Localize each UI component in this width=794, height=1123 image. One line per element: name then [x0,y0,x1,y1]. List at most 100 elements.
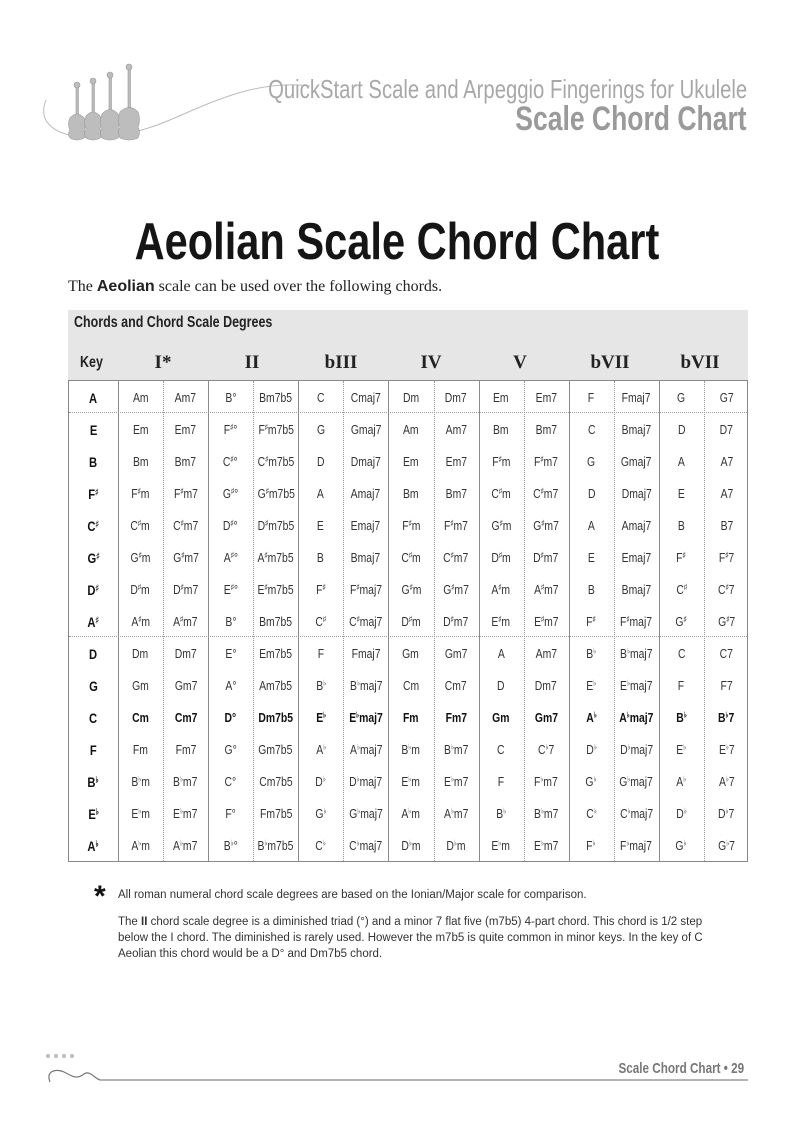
chord-cell: F [659,670,704,702]
chord-cell: A♭ [569,702,614,734]
chord-cell: D [659,414,704,446]
chord-cell: A [659,446,704,478]
chord-label: E♯° [223,582,238,597]
chord-cell: Bm [118,446,163,478]
chord-cell: E♭ [659,734,704,766]
chord-cell: F [479,766,524,798]
chord-label: F♯ [316,582,326,597]
chord-cell: A♯m7 [163,606,208,638]
chord-label: C♭7 [538,742,555,757]
chord-label: F7 [720,678,733,693]
chord-label: A° [225,678,237,693]
chord-cell: C♯° [208,446,253,478]
chord-cell: C♭maj7 [614,798,659,830]
key-label: A♭ [87,838,100,854]
chord-label: C♯ [315,614,327,629]
key-label: B♭ [87,774,100,790]
chord-label: E♯m7b5 [257,582,294,597]
chord-label: B♭m [131,774,150,789]
chord-label: Gmaj7 [620,454,652,469]
chord-cell: G♭maj7 [614,766,659,798]
chord-label: B♭m [401,742,421,757]
chord-label: G♭ [585,774,597,789]
chord-label: G♯ [675,614,687,629]
chord-cell: G [569,446,614,478]
chord-label: Fmaj7 [621,390,651,405]
chord-label: E♭ [676,742,687,757]
chord-label: D♭ [585,742,597,757]
chord-cell: D♭m [388,830,433,862]
chord-cell: Em [118,414,163,446]
chord-label: F♯maj7 [349,582,382,597]
asterisk-marker: * [94,880,106,913]
chord-label: G♯m7b5 [257,486,296,501]
chord-cell: B [298,542,343,574]
chord-cell: Bm7b5 [253,606,298,638]
key-label: A [89,390,98,406]
chord-label: E♭m7 [443,774,469,789]
chord-cell: C♭ [298,830,343,862]
chord-label: B♭ [586,646,597,661]
chord-label: B♭m7b5 [257,838,294,853]
chord-cell: D7 [704,414,749,446]
chord-cell: D♭ [298,766,343,798]
chord-cell: D♯m7 [434,606,479,638]
chord-cell: A♯° [208,542,253,574]
column-divider-dotted [433,381,435,861]
chord-label: B♭maj7 [620,646,653,661]
chord-cell: Fmaj7 [343,638,388,670]
column-divider [118,381,119,861]
chord-label: D♯m7b5 [257,518,295,533]
chord-label: A♭ [585,710,597,725]
chord-cell: C♯ [659,574,704,606]
chord-cell: Dm7 [163,638,208,670]
row-divider-dotted [69,636,747,637]
chord-label: B♭° [223,838,238,853]
chord-label: A♭ [676,774,687,789]
key-cell: E [69,414,118,446]
chord-label: F° [225,806,236,821]
chord-label: C♯m [130,518,151,533]
chord-label: Gm [402,646,420,661]
chord-cell: C♯m7 [524,478,569,510]
chord-cell: A♯m [118,606,163,638]
chord-cell: C [479,734,524,766]
chord-cell: E♭m7 [524,830,569,862]
chord-label: B° [225,390,237,405]
chord-cell: D♭m [434,830,479,862]
chord-label: F♯m [401,518,421,533]
chord-label: Dm7 [535,678,558,693]
chord-table: A Am Am7 B° Bm7b5 C Cmaj7 Dm Dm7 Em Em7 F Fmaj7 G G7 E E… [68,380,748,862]
chord-cell: F♯m [388,510,433,542]
chord-cell: D♯m [479,542,524,574]
chord-cell: C♯m7 [163,510,208,542]
chord-cell: B♭maj7 [614,638,659,670]
chord-label: A [497,646,505,661]
section-title: Scale Chord Chart [515,100,747,138]
chord-label: D♭maj7 [349,774,383,789]
chord-label: G♭maj7 [349,806,383,821]
chord-cell: Fmaj7 [614,382,659,414]
chord-cell: B♭° [208,830,253,862]
series-title: QuickStart Scale and Arpeggio Fingerings… [267,74,747,104]
chord-label: G [316,422,325,437]
chord-cell: Bm [388,478,433,510]
chord-cell: B♭ [479,798,524,830]
chord-label: A♭7 [718,774,735,789]
chord-cell: G♯° [208,478,253,510]
chord-cell: Em7 [524,382,569,414]
chord-cell: Am [118,382,163,414]
chord-cell: Bm7b5 [253,382,298,414]
chord-label: C♯maj7 [349,614,383,629]
chord-label: B [677,518,685,533]
chord-label: E♭m [491,838,511,853]
chord-label: G♭7 [718,838,735,853]
chord-label: E [677,486,685,501]
chord-cell: Bmaj7 [614,574,659,606]
chord-cell: C [659,638,704,670]
chord-cell: G♭maj7 [343,798,388,830]
chord-cell: F♯m7 [163,478,208,510]
key-cell: B♭ [69,766,118,798]
chord-label: Fmaj7 [351,646,381,661]
chord-cell: G7 [704,382,749,414]
